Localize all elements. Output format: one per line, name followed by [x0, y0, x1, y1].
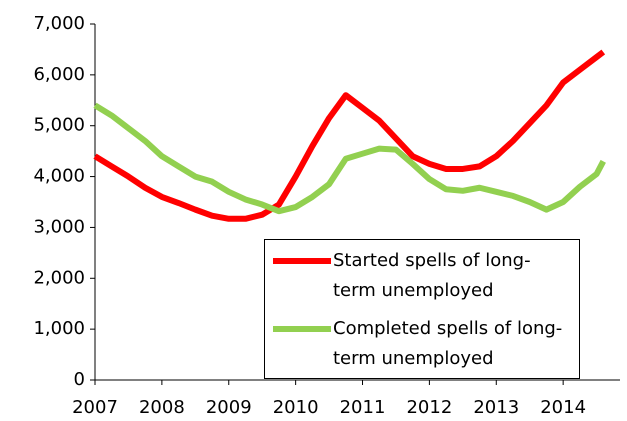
y-tick-label: 2,000: [33, 267, 85, 288]
data-line: [93, 49, 606, 222]
data-line: [93, 102, 606, 215]
x-tick-label: 2010: [273, 397, 319, 418]
x-tick-label: 2007: [72, 397, 118, 418]
x-tick-label: 2013: [473, 397, 519, 418]
x-tick-label: 2011: [340, 397, 386, 418]
legend-swatch: [273, 326, 331, 332]
legend-label: Started spells of long-term unemployed: [333, 250, 531, 301]
y-tick-label: 6,000: [33, 64, 85, 85]
y-tick-label: 0: [74, 369, 85, 390]
x-tick-label: 2008: [139, 397, 185, 418]
y-tick-label: 3,000: [33, 216, 85, 237]
legend: Started spells of long-term unemployed Co…: [264, 239, 580, 379]
y-tick-label: 4,000: [33, 166, 85, 187]
x-tick-label: 2009: [206, 397, 252, 418]
y-tick-label: 1,000: [33, 318, 85, 339]
x-tick-label: 2012: [406, 397, 452, 418]
legend-swatch: [273, 258, 331, 264]
y-tick-label: 7,000: [33, 13, 85, 34]
x-tick-label: 2014: [540, 397, 586, 418]
y-tick-label: 5,000: [33, 115, 85, 136]
legend-label: Completed spells of long-term unemployed: [333, 318, 563, 369]
